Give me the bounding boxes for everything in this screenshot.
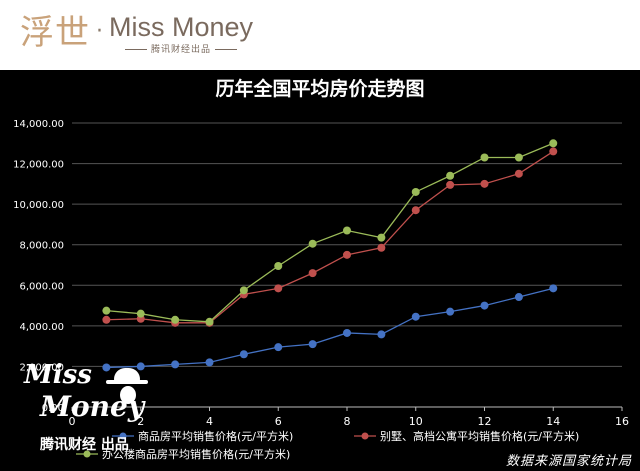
data-point (343, 250, 351, 259)
x-tick-label: 8 (344, 415, 351, 428)
data-point (102, 363, 111, 372)
x-tick-label: 4 (206, 415, 213, 428)
legend-swatch-marker (361, 432, 369, 440)
data-point (377, 243, 386, 252)
data-point (274, 262, 283, 271)
watermark-logo: Miss Money (22, 360, 162, 435)
legend-swatch-marker (83, 450, 91, 458)
data-point (446, 180, 455, 189)
legend-label: 商品房平均销售价格(元/平方米) (138, 429, 293, 443)
face-icon (120, 386, 136, 404)
x-tick-label: 2 (137, 415, 144, 428)
data-point (205, 358, 214, 367)
data-point (205, 317, 214, 326)
data-point (343, 328, 351, 337)
data-point (549, 147, 558, 156)
data-point (549, 284, 558, 293)
data-point (411, 312, 420, 321)
data-point (171, 360, 180, 369)
series-line (106, 287, 554, 369)
data-point (549, 139, 558, 148)
data-point (480, 179, 489, 188)
data-point (136, 362, 145, 371)
data-point (514, 153, 523, 162)
y-tick-label: 0.00 (42, 403, 64, 414)
y-tick-label: 6,000.00 (19, 281, 64, 292)
data-point (239, 350, 248, 359)
data-point (343, 226, 351, 235)
data-point (274, 343, 283, 352)
data-point (102, 306, 111, 315)
data-point (239, 286, 248, 295)
data-source-note: 数据来源国家统计局 (505, 454, 632, 469)
data-point (514, 169, 523, 178)
watermark-miss: Miss (24, 360, 92, 390)
data-point (274, 284, 283, 293)
brand-tagline: 腾讯财经出品 (109, 42, 253, 55)
data-point (446, 171, 455, 180)
legend-label: 办公楼商品房平均销售价格(元/平方米) (102, 447, 290, 461)
data-point (514, 293, 523, 302)
chart-title: 历年全国平均房价走势图 (215, 78, 425, 100)
brand-name-en: Miss Money (109, 12, 254, 42)
x-tick-label: 6 (275, 415, 282, 428)
y-tick-label: 10,000.00 (13, 200, 64, 211)
legend-label: 别墅、高档公寓平均销售价格(元/平方米) (380, 429, 579, 443)
x-tick-label: 10 (409, 415, 423, 428)
y-tick-label: 4,000.00 (19, 322, 64, 333)
brand-logo: 浮世 · Miss Money 腾讯财经出品 (20, 10, 253, 62)
y-tick-label: 14,000.00 (13, 119, 64, 130)
data-point (377, 330, 386, 339)
data-point (171, 315, 180, 324)
y-tick-label: 2,000.00 (19, 362, 64, 373)
data-point (480, 153, 489, 162)
data-point (411, 187, 420, 196)
series-line (106, 150, 554, 324)
hat-icon (106, 368, 148, 384)
data-point (308, 269, 317, 278)
data-point (411, 206, 420, 215)
y-tick-label: 8,000.00 (19, 241, 64, 252)
data-point (102, 315, 111, 324)
brand-name-cn: 浮世 (20, 13, 90, 53)
data-point (136, 309, 145, 318)
y-tick-label: 12,000.00 (13, 160, 64, 171)
data-point (446, 307, 455, 316)
brand-en-group: Miss Money 腾讯财经出品 (109, 10, 253, 55)
x-tick-label: 14 (546, 415, 560, 428)
data-point (308, 340, 317, 349)
data-point (480, 301, 489, 310)
data-point (377, 233, 386, 242)
data-point (308, 239, 317, 248)
legend-swatch-marker (119, 432, 127, 440)
brand-separator: · (96, 19, 103, 44)
brand-header: 浮世 · Miss Money 腾讯财经出品 (0, 0, 640, 70)
x-tick-label: 0 (69, 415, 76, 428)
series-line (106, 142, 554, 323)
x-tick-label: 12 (478, 415, 492, 428)
x-tick-label: 16 (615, 415, 629, 428)
watermark-credit: 腾讯财经 出品 (40, 437, 129, 453)
